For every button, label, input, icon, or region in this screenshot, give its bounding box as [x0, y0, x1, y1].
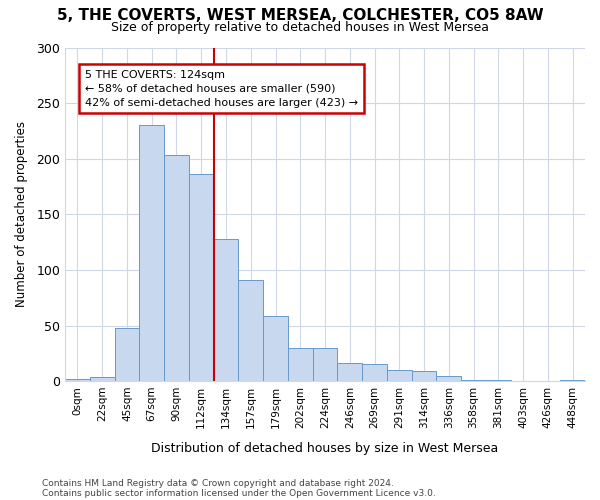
Text: Size of property relative to detached houses in West Mersea: Size of property relative to detached ho… — [111, 21, 489, 34]
Bar — [387, 370, 412, 381]
Bar — [164, 156, 189, 381]
Text: 5, THE COVERTS, WEST MERSEA, COLCHESTER, CO5 8AW: 5, THE COVERTS, WEST MERSEA, COLCHESTER,… — [56, 8, 544, 22]
Bar — [412, 371, 436, 381]
Bar — [337, 364, 362, 381]
Bar — [486, 380, 511, 381]
Y-axis label: Number of detached properties: Number of detached properties — [15, 122, 28, 308]
Bar — [288, 348, 313, 381]
Bar — [189, 174, 214, 381]
Bar — [238, 280, 263, 381]
Bar — [139, 126, 164, 381]
Bar — [560, 380, 585, 381]
Bar — [436, 376, 461, 381]
Bar — [461, 380, 486, 381]
Bar — [65, 379, 90, 381]
Bar — [90, 376, 115, 381]
Text: Contains HM Land Registry data © Crown copyright and database right 2024.: Contains HM Land Registry data © Crown c… — [42, 478, 394, 488]
Bar — [263, 316, 288, 381]
Bar — [115, 328, 139, 381]
X-axis label: Distribution of detached houses by size in West Mersea: Distribution of detached houses by size … — [151, 442, 499, 455]
Bar — [214, 239, 238, 381]
Bar — [313, 348, 337, 381]
Text: 5 THE COVERTS: 124sqm
← 58% of detached houses are smaller (590)
42% of semi-det: 5 THE COVERTS: 124sqm ← 58% of detached … — [85, 70, 358, 108]
Bar — [362, 364, 387, 381]
Text: Contains public sector information licensed under the Open Government Licence v3: Contains public sector information licen… — [42, 488, 436, 498]
